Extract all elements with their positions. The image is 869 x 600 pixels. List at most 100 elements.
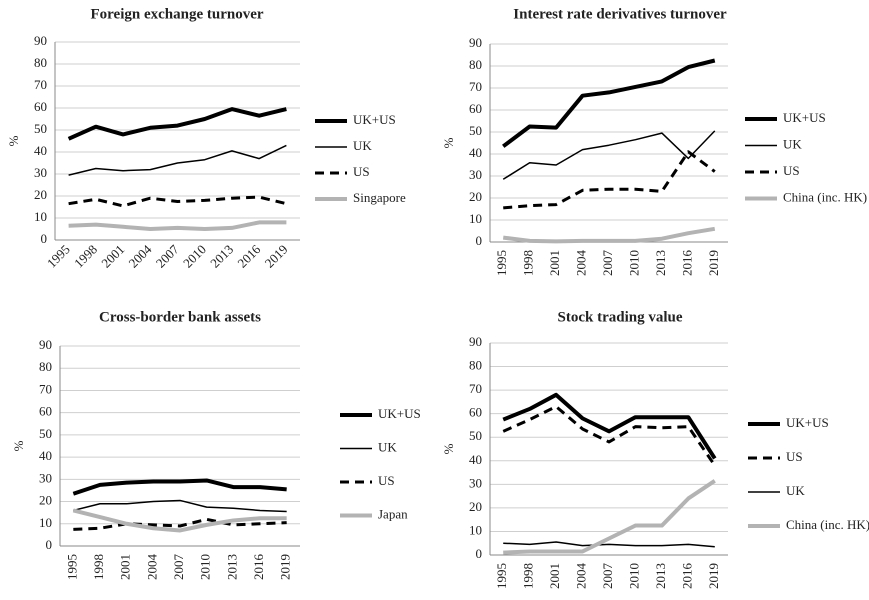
y-tick-label: 80 [34,55,47,70]
y-axis-label: % [441,443,456,454]
x-tick-label: 2007 [171,554,186,581]
x-tick-label: 2013 [653,250,668,276]
line-series [68,144,287,176]
legend-label: UK [786,483,805,498]
line-series [72,508,287,533]
x-tick-label: 2013 [207,242,236,271]
legend-label: UK [353,138,372,153]
y-tick-label: 50 [469,123,482,138]
x-tick-label: 2001 [118,554,133,580]
legend-label: US [783,163,800,178]
x-tick-label: 2016 [679,250,694,277]
x-tick-label: 2001 [98,242,127,271]
y-tick-label: 20 [34,187,47,202]
x-tick-label: 1995 [64,554,79,580]
x-tick-label: 2004 [144,554,159,581]
x-tick-label: 1998 [521,250,536,276]
y-tick-label: 50 [39,426,52,441]
y-tick-label: 20 [39,493,52,508]
y-tick-label: 60 [469,101,482,116]
y-tick-label: 90 [34,33,47,48]
line-series [502,130,716,180]
x-tick-label: 2019 [262,242,291,271]
x-tick-label: 2007 [600,563,615,590]
x-tick-label: 2016 [251,554,266,581]
y-tick-label: 40 [39,448,52,463]
y-tick-label: 10 [469,522,482,537]
line-series [72,478,287,496]
y-tick-label: 30 [469,475,482,490]
chart-title: Cross-border bank assets [99,309,261,325]
x-tick-label: 2016 [679,563,694,590]
x-tick-label: 1998 [71,242,100,271]
legend-label: US [353,164,370,179]
line-series [68,195,287,208]
x-tick-label: 2019 [278,554,293,580]
line-series [503,150,716,210]
line-series [502,392,717,460]
line-series [502,405,717,467]
y-tick-label: 70 [469,79,482,94]
x-tick-label: 2004 [574,563,589,590]
x-tick-label: 2013 [224,554,239,580]
y-tick-label: 60 [39,404,52,419]
x-tick-label: 1995 [494,563,509,589]
x-tick-label: 2013 [653,563,668,589]
y-axis-label: % [6,135,21,146]
line-series [67,107,287,141]
x-tick-label: 1995 [44,242,73,271]
x-tick-label: 1998 [91,554,106,580]
y-tick-label: 40 [34,143,47,158]
y-tick-label: 20 [469,499,482,514]
y-tick-label: 60 [34,99,47,114]
legend-label: UK+US [783,110,826,125]
y-tick-label: 30 [469,167,482,182]
y-tick-label: 30 [39,470,52,485]
y-tick-label: 70 [34,77,47,92]
y-tick-label: 0 [41,231,48,246]
y-tick-label: 40 [469,452,482,467]
legend-label: UK+US [786,415,829,430]
y-tick-label: 70 [469,381,482,396]
legend-label: China (inc. HK) [783,189,867,204]
x-tick-label: 2019 [706,250,721,276]
y-tick-label: 30 [34,165,47,180]
y-tick-label: 40 [469,145,482,160]
x-tick-label: 1995 [494,250,509,276]
y-tick-label: 80 [469,57,482,72]
y-tick-label: 70 [39,381,52,396]
legend-label: China (inc. HK) [786,517,869,532]
x-tick-label: 2010 [626,250,641,276]
y-tick-label: 0 [476,546,483,561]
x-tick-label: 2001 [547,250,562,276]
line-series [68,220,287,231]
legend-label: UK [783,136,802,151]
y-tick-label: 20 [469,189,482,204]
legend-label: UK+US [353,112,396,127]
legend-label: UK [378,439,397,454]
y-axis-label: % [441,137,456,148]
x-tick-label: 2019 [706,563,721,589]
y-tick-label: 0 [46,537,53,552]
legend-label: Japan [378,506,408,521]
x-tick-label: 2004 [126,241,155,270]
y-tick-label: 90 [469,35,482,50]
legend-label: UK+US [378,406,421,421]
line-series [503,479,716,555]
chart-title: Interest rate derivatives turnover [513,6,727,22]
x-tick-label: 2010 [198,554,213,580]
y-tick-label: 10 [34,209,47,224]
y-tick-label: 90 [469,334,482,349]
y-tick-label: 50 [34,121,47,136]
line-series [502,226,716,244]
y-tick-label: 10 [39,515,52,530]
legend-label: US [786,449,803,464]
x-tick-label: 2010 [626,563,641,589]
y-tick-label: 10 [469,211,482,226]
x-tick-label: 2016 [234,241,263,270]
x-tick-label: 2004 [574,250,589,277]
x-tick-label: 2010 [180,242,209,271]
legend-label: US [378,473,395,488]
chart-title: Foreign exchange turnover [90,6,263,22]
